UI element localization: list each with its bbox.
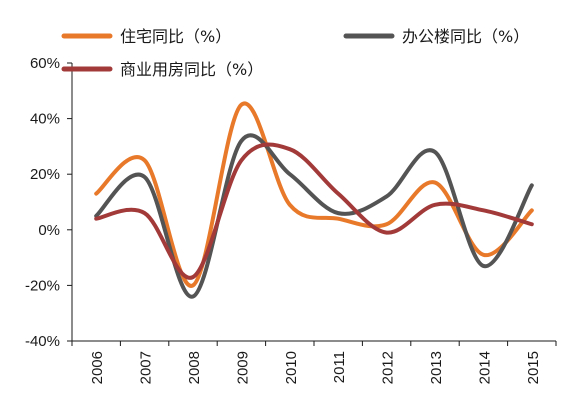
x-tick-label: 2006 (89, 351, 106, 384)
y-tick-label: 20% (30, 166, 60, 183)
series-lines (94, 101, 534, 299)
y-tick-labels: -40% -20% 0% 20% 40% 60% (25, 55, 72, 350)
legend-label: 办公楼同比（%） (402, 27, 529, 46)
x-tick-label: 2012 (380, 351, 397, 384)
y-tick-label: -20% (25, 277, 60, 294)
series-line-1 (94, 133, 534, 299)
x-tick-labels: 2006 2007 2008 2009 2010 2011 2012 2013 2014 2015 (71, 341, 557, 384)
y-tick-label: 0% (38, 222, 60, 239)
legend: 住宅同比（%） 办公楼同比（%） 商业用房同比（%） (61, 27, 529, 79)
x-tick-label: 2009 (234, 351, 251, 384)
y-tick-label: -40% (25, 333, 60, 350)
x-tick-label: 2008 (186, 351, 203, 384)
x-tick-label: 2010 (283, 351, 300, 384)
x-tick-label: 2007 (138, 351, 155, 384)
axes (71, 63, 556, 342)
x-tick-label: 2013 (428, 351, 445, 384)
legend-label: 住宅同比（%） (120, 27, 231, 46)
x-tick-label: 2011 (331, 351, 348, 383)
y-tick-label: 60% (30, 55, 60, 72)
legend-item: 住宅同比（%） (61, 27, 231, 46)
x-tick-label: 2014 (476, 351, 493, 384)
y-tick-label: 40% (30, 111, 60, 128)
x-tick-label: 2015 (525, 351, 542, 384)
legend-label: 商业用房同比（%） (120, 60, 263, 79)
series-line-2 (94, 142, 534, 280)
legend-item: 办公楼同比（%） (343, 27, 529, 46)
legend-item: 商业用房同比（%） (61, 60, 263, 79)
